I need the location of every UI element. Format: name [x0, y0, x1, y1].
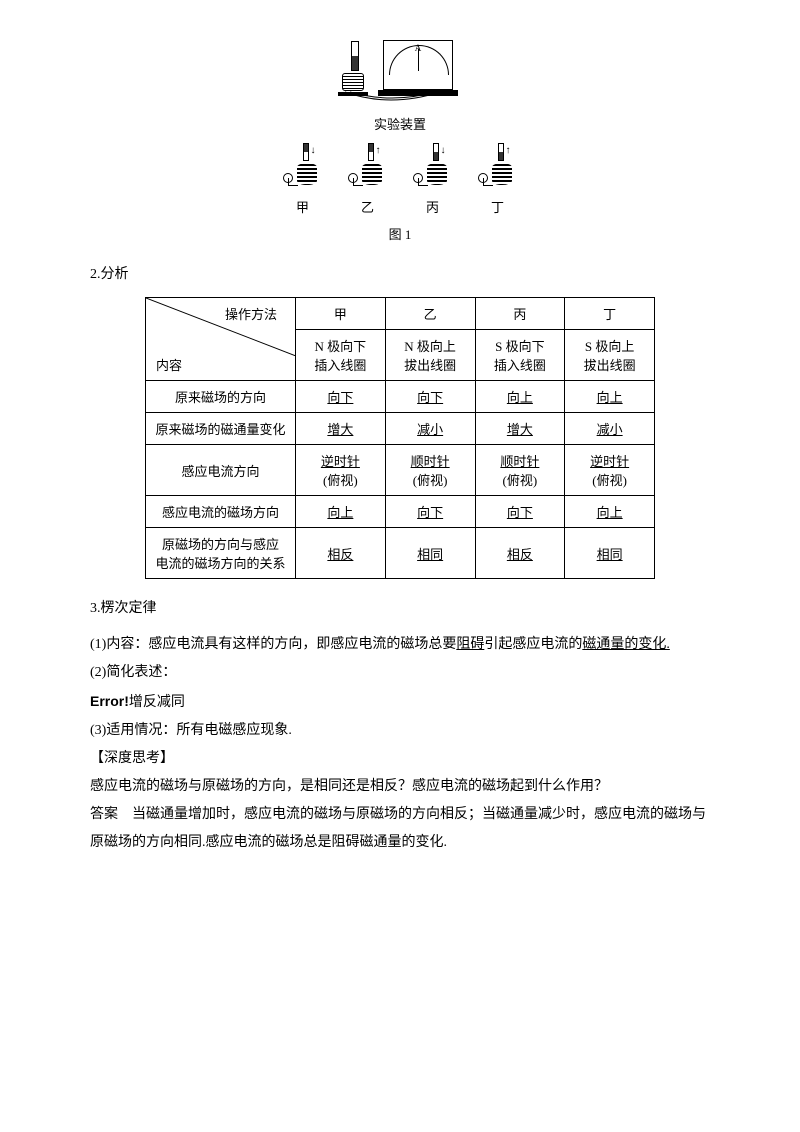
- figure-label: 图 1: [90, 224, 710, 243]
- error-line: Error!增反减同: [90, 687, 710, 717]
- cell: 逆时针(俯视): [565, 445, 655, 496]
- col-header: 丁: [565, 298, 655, 330]
- cell: 逆时针(俯视): [296, 445, 386, 496]
- cell: 增大: [475, 413, 565, 445]
- cell: 向下: [475, 496, 565, 528]
- op-cell: S 极向上拔出线圈: [565, 330, 655, 381]
- mini-label: 甲: [283, 197, 323, 216]
- diag-header-top: 操作方法: [225, 304, 277, 323]
- cell: 向上: [296, 496, 386, 528]
- cell: 增大: [296, 413, 386, 445]
- section-3-heading: 3.楞次定律: [90, 597, 710, 617]
- mini-label: 丙: [413, 197, 453, 216]
- magnet-icon: [351, 41, 359, 71]
- row-label: 原来磁场的磁通量变化: [146, 413, 296, 445]
- cell: 相同: [565, 528, 655, 579]
- mini-diagram-bing: ↓ 丙: [413, 143, 453, 216]
- applicable-case: (3)适用情况：所有电磁感应现象.: [90, 717, 710, 745]
- cell: 相反: [475, 528, 565, 579]
- row-label: 感应电流的磁场方向: [146, 496, 296, 528]
- col-header: 甲: [296, 298, 386, 330]
- row-label: 原来磁场的方向: [146, 381, 296, 413]
- main-caption: 实验装置: [90, 114, 710, 133]
- table-row: 原磁场的方向与感应电流的磁场方向的关系 相反 相同 相反 相同: [146, 528, 655, 579]
- cell: 向下: [296, 381, 386, 413]
- op-cell: N 极向上拔出线圈: [385, 330, 475, 381]
- page-content: A 实验装置 ↓ 甲: [0, 0, 800, 917]
- mini-diagram-ding: ↑ 丁: [478, 143, 518, 216]
- question-text: 感应电流的磁场与原磁场的方向，是相同还是相反？感应电流的磁场起到什么作用？: [90, 773, 710, 801]
- cell: 相反: [296, 528, 386, 579]
- op-cell: N 极向下插入线圈: [296, 330, 386, 381]
- cell: 向下: [385, 496, 475, 528]
- cell: 相同: [385, 528, 475, 579]
- ammeter-letter: A: [415, 43, 422, 53]
- cell: 减小: [385, 413, 475, 445]
- cell: 顺时针(俯视): [475, 445, 565, 496]
- mini-diagram-row: ↓ 甲 ↑ 乙 ↓: [90, 143, 710, 216]
- deep-thinking-label: 【深度思考】: [90, 745, 710, 773]
- table-row: 原来磁场的方向 向下 向下 向上 向上: [146, 381, 655, 413]
- error-label: Error!: [90, 693, 129, 709]
- content-definition: (1)内容：感应电流具有这样的方向，即感应电流的磁场总要阻碍引起感应电流的磁通量…: [90, 631, 710, 659]
- cell: 向上: [475, 381, 565, 413]
- table-row: 感应电流方向 逆时针(俯视) 顺时针(俯视) 顺时针(俯视) 逆时针(俯视): [146, 445, 655, 496]
- cell: 向上: [565, 496, 655, 528]
- ammeter-icon: A: [383, 40, 458, 96]
- cell: 减小: [565, 413, 655, 445]
- op-cell: S 极向下插入线圈: [475, 330, 565, 381]
- coil-with-magnet: [342, 41, 368, 96]
- answer-text: 答案 当磁通量增加时，感应电流的磁场与原磁场的方向相反；当磁通量减少时，感应电流…: [90, 801, 710, 857]
- diagonal-header-cell: 操作方法 内容: [146, 298, 296, 381]
- table-header-row: 操作方法 内容 甲 乙 丙 丁: [146, 298, 655, 330]
- simplified-expression: (2)简化表述：: [90, 659, 710, 687]
- col-header: 丙: [475, 298, 565, 330]
- cell: 顺时针(俯视): [385, 445, 475, 496]
- mini-diagram-yi: ↑ 乙: [348, 143, 388, 216]
- main-apparatus: A: [320, 40, 480, 102]
- mini-label: 丁: [478, 197, 518, 216]
- row-label: 感应电流方向: [146, 445, 296, 496]
- cell: 向下: [385, 381, 475, 413]
- diag-header-bottom: 内容: [156, 355, 182, 374]
- col-header: 乙: [385, 298, 475, 330]
- analysis-table: 操作方法 内容 甲 乙 丙 丁 N 极向下插入线圈 N 极向上拔出线圈 S 极向…: [145, 297, 655, 579]
- diagram-area: A 实验装置 ↓ 甲: [90, 40, 710, 243]
- mini-diagram-jia: ↓ 甲: [283, 143, 323, 216]
- table-row: 感应电流的磁场方向 向上 向下 向下 向上: [146, 496, 655, 528]
- table-row: 原来磁场的磁通量变化 增大 减小 增大 减小: [146, 413, 655, 445]
- section-2-heading: 2.分析: [90, 263, 710, 283]
- mini-label: 乙: [348, 197, 388, 216]
- coil-icon: [342, 73, 364, 91]
- cell: 向上: [565, 381, 655, 413]
- row-label: 原磁场的方向与感应电流的磁场方向的关系: [146, 528, 296, 579]
